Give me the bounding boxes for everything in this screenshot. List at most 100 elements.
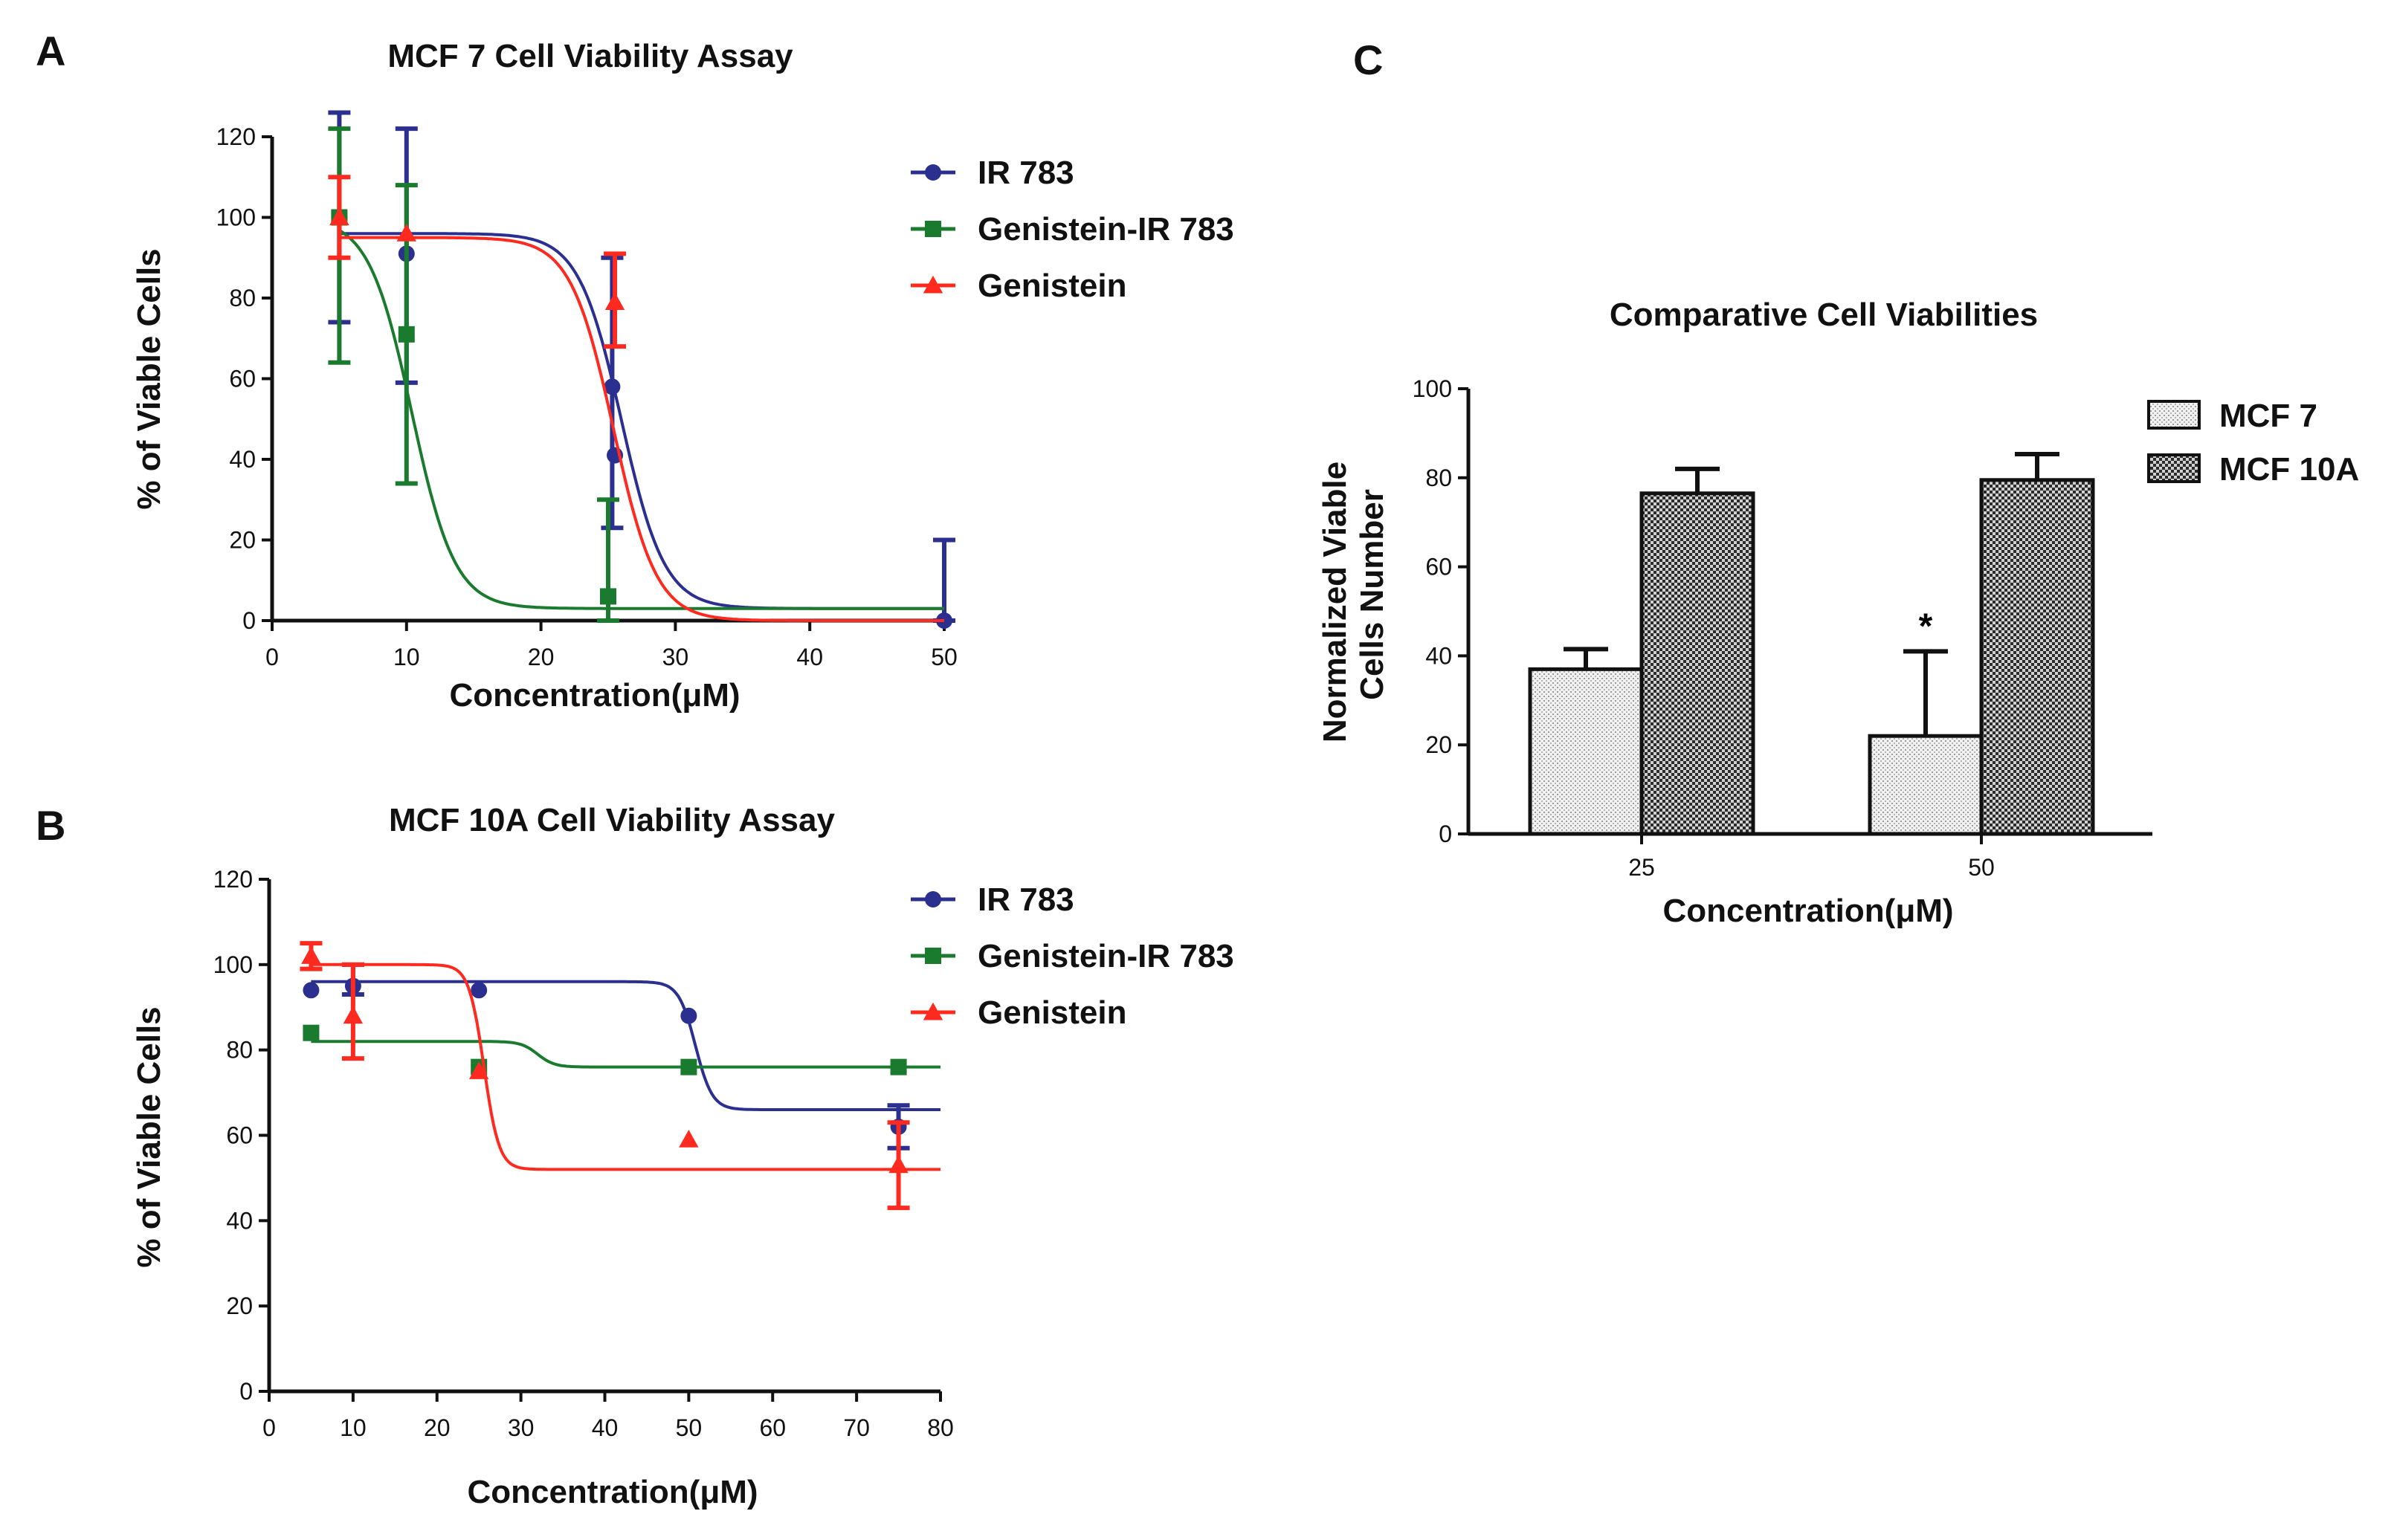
y-tick-label-60: 60 (1425, 554, 1452, 580)
series-ir-783 (328, 110, 955, 629)
panel-letter-b: B (36, 802, 65, 849)
data-point-genistein-1 (396, 224, 416, 242)
fit-curve-genistein-ir-783 (338, 229, 944, 610)
legend-item-genistein: Genistein (911, 994, 1127, 1031)
chart-a-legend: IR 783 Genistein-IR 783 Genistein (911, 155, 1234, 304)
y-tick-label-20: 20 (1425, 731, 1452, 758)
legend-label: MCF 10A (2219, 451, 2359, 488)
y-tick-label-0: 0 (242, 607, 256, 634)
chart-b-legend: IR 783 Genistein-IR 783 Genistein (911, 881, 1234, 1031)
x-tick-label-70: 70 (843, 1414, 870, 1441)
y-tick-label-0: 0 (1439, 821, 1452, 847)
x-tick-label-80: 80 (927, 1414, 954, 1441)
legend-label: Genistein (978, 994, 1127, 1031)
fit-curve-ir-783 (311, 980, 940, 1111)
chart-c-y-axis-label-line2: Cells Number (1354, 489, 1390, 700)
data-point-genistein-ir-783-0 (303, 1024, 320, 1041)
x-tick-label-40: 40 (796, 644, 823, 670)
chart-b-plot-area (300, 941, 940, 1211)
x-tick-label-0: 0 (265, 644, 279, 670)
series-ir-783 (303, 962, 940, 1151)
y-tick-label-120: 120 (216, 123, 256, 150)
legend-label: IR 783 (978, 155, 1074, 191)
x-tick-label-20: 20 (424, 1414, 451, 1441)
series-genistein (300, 941, 940, 1211)
bar-mcf-10a-50 (1979, 478, 2095, 836)
y-tick-label-20: 20 (226, 1292, 253, 1319)
x-tick-label-50: 50 (676, 1414, 703, 1441)
data-point-ir-783-2 (471, 982, 488, 999)
chart-b-y-ticks: 0 20 40 60 80 100 120 (213, 866, 269, 1405)
legend-item-genistein-ir-783: Genistein-IR 783 (911, 938, 1234, 974)
bar-mcf-10a-25 (1639, 491, 1755, 836)
chart-a-y-axis-label: % of Viable Cells (131, 248, 167, 509)
panel-letter-c: C (1353, 36, 1383, 83)
legend-swatch (2147, 400, 2201, 430)
x-tick-label-10: 10 (393, 644, 420, 670)
legend-marker (923, 275, 943, 294)
bar-group-mcf-7-50 (1868, 649, 1984, 836)
legend-marker (925, 948, 941, 964)
data-point-ir-783-3 (680, 1007, 697, 1024)
chart-a-y-ticks: 0 20 40 60 80 100 120 (216, 123, 272, 634)
x-tick-label-10: 10 (340, 1414, 367, 1441)
y-tick-label-60: 60 (229, 366, 256, 392)
data-point-genistein-ir-783-1 (398, 326, 415, 343)
chart-c-y-axis-label-line1: Normalized Viable (1317, 462, 1353, 742)
legend-marker (923, 1002, 943, 1020)
fit-curve-genistein-ir-783 (311, 1040, 940, 1069)
y-tick-label-100: 100 (216, 204, 256, 231)
bar-group-mcf-7-25 (1528, 647, 1644, 836)
x-tick-label-20: 20 (528, 644, 555, 670)
legend-item-mcf-7: MCF 7 (2147, 398, 2317, 434)
chart-c-plot-area: * (1528, 452, 2095, 836)
chart-a-x-ticks: 0 10 20 30 40 50 (265, 621, 958, 670)
y-tick-label-40: 40 (1425, 642, 1452, 669)
series-genistein-ir-783 (303, 1024, 940, 1075)
data-point-genistein-4 (888, 1155, 909, 1174)
chart-c: Comparative Cell Viabilities 0 20 40 60 80 10… (1317, 297, 2359, 929)
fit-curve-genistein (311, 962, 940, 1171)
data-point-genistein-1 (343, 1006, 364, 1024)
legend-marker (925, 891, 941, 908)
significance-annotation: * (1919, 606, 1933, 646)
y-tick-label-80: 80 (226, 1037, 253, 1064)
legend-item-mcf-10a: MCF 10A (2147, 451, 2359, 488)
data-point-genistein-0 (329, 207, 349, 226)
data-point-ir-783-2 (604, 378, 621, 395)
legend-label: IR 783 (978, 881, 1074, 918)
legend-marker (925, 164, 941, 181)
y-tick-label-80: 80 (1425, 465, 1452, 491)
legend-label: Genistein-IR 783 (978, 938, 1234, 974)
y-tick-label-40: 40 (226, 1207, 253, 1234)
legend-label: Genistein (978, 268, 1127, 304)
chart-b-axes (267, 879, 940, 1394)
data-point-genistein-ir-783-2 (600, 588, 616, 605)
y-tick-label-20: 20 (229, 527, 256, 554)
chart-a-plot-area (328, 110, 955, 629)
data-point-ir-783-0 (303, 982, 320, 999)
y-tick-label-100: 100 (213, 951, 253, 978)
legend-label: MCF 7 (2219, 398, 2317, 434)
legend-item-ir-783: IR 783 (911, 155, 1074, 191)
chart-a-x-axis-label: Concentration(μM) (449, 677, 740, 714)
chart-b: MCF 10A Cell Viability Assay 0 20 40 60 80 10… (131, 802, 1234, 1510)
chart-c-legend: MCF 7 MCF 10A (2147, 398, 2359, 488)
x-tick-label-60: 60 (759, 1414, 786, 1441)
fit-curve-ir-783 (339, 232, 944, 610)
chart-b-y-axis-label: % of Viable Cells (131, 1006, 167, 1267)
x-tick-label-30: 30 (508, 1414, 535, 1441)
bar-group-mcf-10a-50 (1979, 452, 2095, 836)
x-tick-label-30: 30 (662, 644, 689, 670)
chart-b-x-axis-label: Concentration(μM) (467, 1474, 758, 1510)
data-point-genistein-2 (604, 292, 625, 310)
x-tick-label-40: 40 (592, 1414, 619, 1441)
chart-a: MCF 7 Cell Viability Assay 0204060801001… (131, 38, 1234, 714)
y-tick-label-100: 100 (1413, 375, 1452, 402)
chart-b-x-ticks: 0 10 20 30 40 50 60 70 80 (262, 1391, 954, 1441)
y-tick-label-80: 80 (229, 285, 256, 311)
x-tick-label-50: 50 (931, 644, 958, 670)
series-genistein-ir-783 (328, 126, 944, 623)
data-point-genistein-0 (301, 946, 321, 964)
